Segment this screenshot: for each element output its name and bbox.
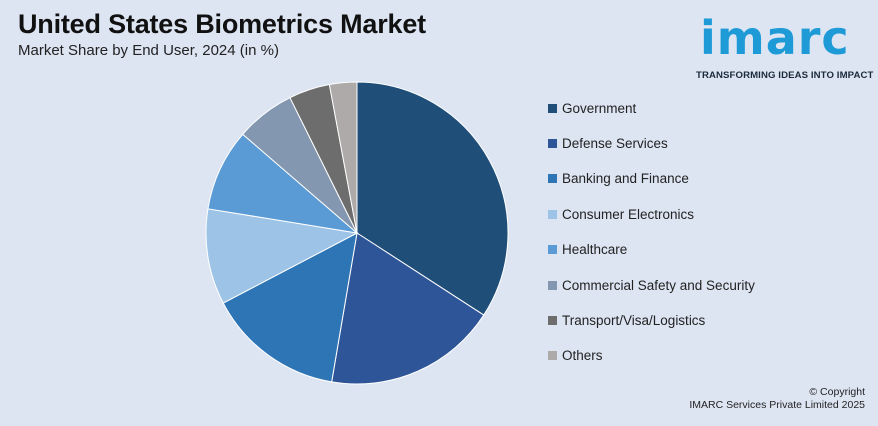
pie-slice-defense-services — [331, 232, 485, 385]
legend-swatch — [548, 245, 557, 255]
legend-item: Transport/Visa/Logistics — [548, 312, 705, 328]
copyright-line-2: IMARC Services Private Limited 2025 — [689, 399, 865, 411]
copyright-line-1: © Copyright — [809, 386, 865, 398]
legend-item: Others — [548, 348, 603, 364]
legend-swatch — [548, 138, 557, 148]
legend-item: Banking and Finance — [548, 171, 689, 187]
legend-item: Consumer Electronics — [548, 206, 694, 222]
legend-item: Government — [548, 100, 636, 116]
pie-slice-healthcare — [207, 133, 359, 234]
chart-title: United States Biometrics Market — [18, 9, 426, 39]
legend-label: Commercial Safety and Security — [562, 277, 755, 293]
legend-swatch — [548, 351, 557, 361]
pie-slice-banking-and-finance — [222, 232, 358, 383]
imarc-logo: imarc TRANSFORMING IDEAS INTO IMPACT — [694, 4, 874, 84]
legend-swatch — [548, 315, 557, 325]
pie-slice-others — [328, 81, 358, 234]
copyright-notice: © Copyright IMARC Services Private Limit… — [689, 386, 865, 412]
legend-label: Defense Services — [562, 135, 668, 151]
legend-label: Transport/Visa/Logistics — [562, 312, 706, 328]
legend-swatch — [548, 280, 557, 290]
legend-label: Banking and Finance — [562, 171, 689, 187]
pie-chart — [200, 76, 514, 390]
legend-item: Commercial Safety and Security — [548, 277, 755, 293]
legend-label: Consumer Electronics — [562, 206, 695, 222]
legend-swatch — [548, 174, 557, 184]
legend-item: Healthcare — [548, 242, 627, 258]
legend-label: Others — [562, 348, 603, 364]
legend-item: Defense Services — [548, 135, 668, 151]
legend-label: Healthcare — [562, 242, 628, 258]
legend-label: Government — [562, 100, 637, 116]
pie-slice-government — [356, 81, 509, 316]
logo-wordmark: imarc — [700, 11, 850, 65]
chart-subtitle: Market Share by End User, 2024 (in %) — [18, 42, 279, 59]
pie-chart-svg — [205, 81, 509, 385]
pie-slice-consumer-electronics — [205, 208, 359, 304]
logo-tagline: TRANSFORMING IDEAS INTO IMPACT — [696, 70, 874, 81]
legend-swatch — [548, 103, 557, 113]
legend-swatch — [548, 209, 557, 219]
